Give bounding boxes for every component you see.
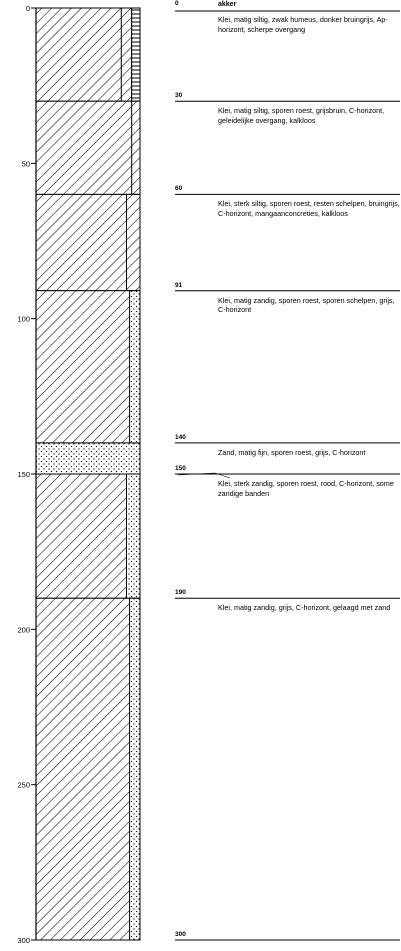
depth-tick-label: 50 — [22, 159, 30, 168]
layer-1-side-0 — [131, 100, 141, 195]
depth-marker: 30 — [175, 92, 183, 100]
layer-2-side-0 — [125, 193, 141, 292]
depth-tick-label: 0 — [26, 4, 30, 13]
layer-3-side-0 — [129, 290, 141, 444]
depth-tick-label: 100 — [17, 315, 30, 324]
layer-0-side-0 — [120, 7, 133, 102]
description-rules — [175, 10, 400, 941]
depth-marker: 150 — [175, 465, 186, 472]
layer-1-main — [35, 100, 141, 195]
depth-marker: 300 — [175, 931, 186, 938]
layer-description: Klei, sterk zandig, sporen roest, rood, … — [218, 479, 394, 498]
layer-4-main — [35, 442, 141, 475]
depth-marker: 0 — [175, 0, 179, 7]
depth-tick-label: 300 — [17, 936, 30, 945]
layer-description: Klei, sterk siltig, sporen roest, resten… — [218, 199, 400, 218]
layer-3-main — [35, 290, 141, 444]
depth-axis: 0 50 100 150 200 250 300 — [17, 4, 37, 945]
depth-marker: 190 — [175, 589, 186, 597]
depth-marker: 60 — [175, 185, 183, 193]
boundary-connector — [177, 472, 231, 479]
layer-0-side-1 — [131, 7, 141, 102]
depth-tick-label: 200 — [17, 625, 30, 634]
depth-tick-label: 250 — [17, 781, 30, 790]
layer-description: Klei, matig zandig, grijs, C-horizont, g… — [218, 603, 391, 613]
soil-layers — [35, 7, 141, 941]
layer-6-side-0 — [129, 597, 141, 941]
layer-description: Zand, matig fijn, sporen roest, grijs, C… — [218, 447, 366, 457]
depth-tick-label: 150 — [17, 470, 30, 479]
layer-6-main — [35, 597, 141, 941]
layer-description: Klei, matig zandig, sporen roest, sporen… — [218, 295, 395, 315]
depth-marker: 91 — [175, 281, 183, 289]
layer-description: Klei, matig siltig, zwak humeus, donker … — [218, 15, 388, 34]
layer-description: Klei, matig siltig, sporen roest, grijsb… — [218, 106, 385, 125]
depth-marker: 140 — [175, 433, 186, 441]
layer-5-main — [35, 473, 141, 599]
layer-2-main — [35, 193, 141, 292]
layer-5-side-0 — [125, 473, 141, 599]
land-use-label: akker — [218, 1, 237, 8]
